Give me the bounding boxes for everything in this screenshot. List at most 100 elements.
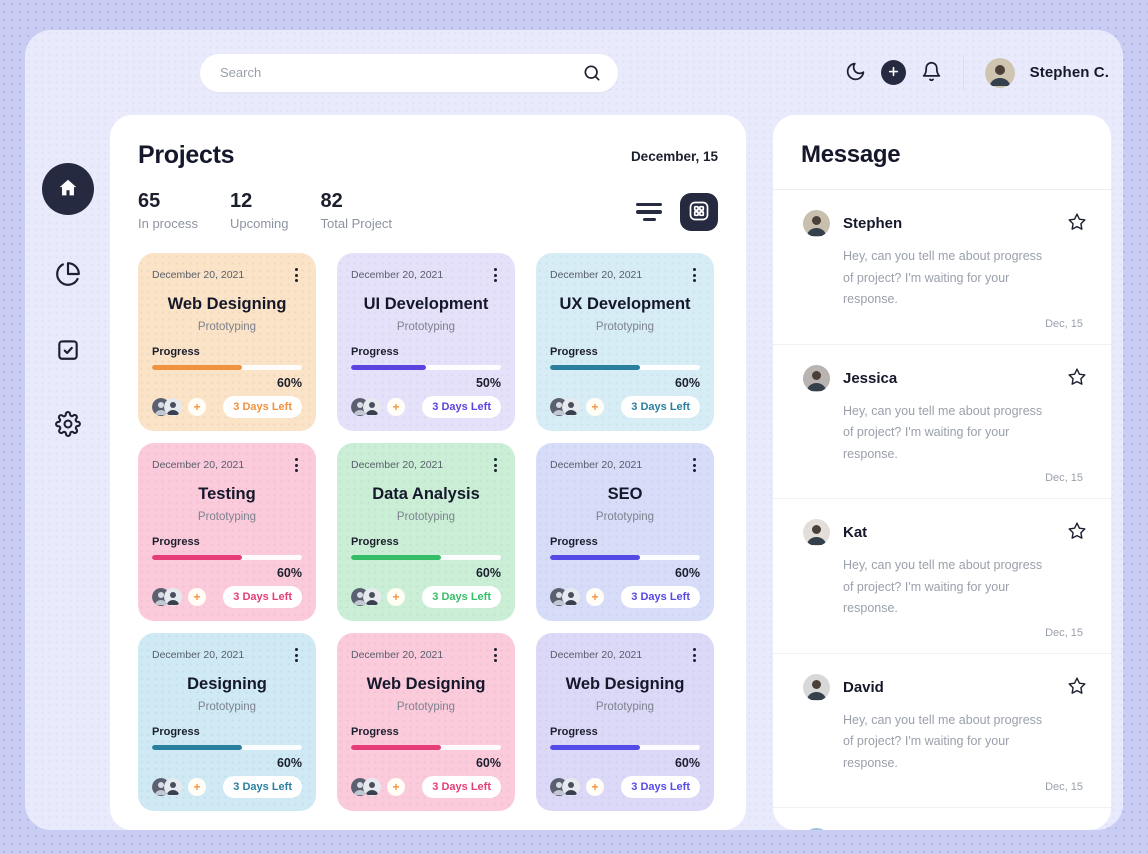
sidebar-item-analytics[interactable] [55, 261, 81, 290]
stat-label: In process [138, 216, 198, 231]
sender-avatar [803, 210, 830, 237]
add-member-button[interactable]: + [188, 398, 206, 416]
search-icon[interactable] [582, 63, 602, 83]
moon-icon [845, 61, 866, 85]
progress-percent: 60% [475, 756, 501, 770]
progress-bar [550, 745, 700, 750]
days-left-badge[interactable]: 3 Days Left [223, 396, 302, 418]
days-left-badge[interactable]: 3 Days Left [223, 586, 302, 608]
member-avatar [164, 588, 182, 606]
pie-chart-icon [55, 261, 81, 290]
member-avatar [562, 588, 580, 606]
card-title: UX Development [559, 295, 691, 313]
card-header: December 20, 2021 [550, 456, 700, 474]
member-avatar [164, 398, 182, 416]
days-left-badge[interactable]: 3 Days Left [621, 396, 700, 418]
user-name[interactable]: Stephen C. [1029, 64, 1109, 81]
add-member-button[interactable]: + [586, 588, 604, 606]
star-button[interactable] [1067, 367, 1087, 390]
projects-panel: Projects December, 15 65 In process 12 U… [110, 115, 746, 830]
kebab-menu-icon[interactable] [689, 266, 700, 284]
star-button[interactable] [1067, 676, 1087, 699]
project-card[interactable]: December 20, 2021 Web Designing Prototyp… [536, 633, 714, 811]
sidebar-item-settings[interactable] [54, 411, 81, 440]
topbar: Stephen C. [25, 30, 1123, 115]
days-left-badge[interactable]: 3 Days Left [422, 396, 501, 418]
dark-mode-button[interactable] [845, 61, 866, 85]
add-member-button[interactable]: + [586, 398, 604, 416]
member-avatar [363, 398, 381, 416]
kebab-menu-icon[interactable] [291, 266, 302, 284]
star-button[interactable] [1067, 521, 1087, 544]
card-footer: + 3 Days Left [550, 396, 700, 418]
member-avatars [152, 778, 182, 796]
search-input[interactable] [220, 65, 582, 80]
kebab-menu-icon[interactable] [490, 266, 501, 284]
card-subtitle: Prototyping [197, 511, 257, 523]
message-item[interactable]: Sid Hey, can you tell me about progress … [773, 808, 1111, 830]
message-item[interactable]: Kat Hey, can you tell me about progress … [773, 499, 1111, 654]
add-member-button[interactable]: + [387, 778, 405, 796]
member-avatars [351, 588, 381, 606]
add-member-button[interactable]: + [586, 778, 604, 796]
sidebar-item-home[interactable] [41, 163, 94, 215]
days-left-badge[interactable]: 3 Days Left [422, 586, 501, 608]
card-subtitle: Prototyping [595, 511, 655, 523]
search-bar[interactable] [200, 53, 618, 92]
add-button[interactable] [880, 60, 906, 85]
progress-fill [152, 745, 242, 750]
progress-percent: 60% [674, 756, 700, 770]
star-icon [1067, 676, 1087, 699]
kebab-menu-icon[interactable] [490, 646, 501, 664]
message-header: Message [773, 115, 1111, 190]
project-card[interactable]: December 20, 2021 Designing Prototyping … [138, 633, 316, 811]
days-left-badge[interactable]: 3 Days Left [223, 776, 302, 798]
sender-name: Jessica [843, 369, 898, 387]
project-card[interactable]: December 20, 2021 UI Development Prototy… [337, 253, 515, 431]
kebab-menu-icon[interactable] [291, 646, 302, 664]
plus-icon: + [591, 400, 599, 414]
kebab-menu-icon[interactable] [689, 456, 700, 474]
progress-bar [550, 365, 700, 370]
days-left-badge[interactable]: 3 Days Left [621, 586, 700, 608]
app-container: Stephen C. Projects Decemb [25, 30, 1123, 830]
kebab-menu-icon[interactable] [689, 646, 700, 664]
project-cards-grid: December 20, 2021 Web Designing Prototyp… [138, 253, 718, 811]
project-card[interactable]: December 20, 2021 Testing Prototyping Pr… [138, 443, 316, 621]
days-left-badge[interactable]: 3 Days Left [621, 776, 700, 798]
list-view-button[interactable] [636, 202, 662, 222]
kebab-menu-icon[interactable] [291, 456, 302, 474]
message-item[interactable]: Stephen Hey, can you tell me about progr… [773, 190, 1111, 345]
project-card[interactable]: December 20, 2021 Data Analysis Prototyp… [337, 443, 515, 621]
progress-fill [550, 555, 640, 560]
add-member-button[interactable]: + [188, 588, 206, 606]
card-header: December 20, 2021 [152, 266, 302, 284]
days-left-badge[interactable]: 3 Days Left [422, 776, 501, 798]
card-date: December 20, 2021 [550, 459, 643, 471]
progress-bar [351, 365, 501, 370]
message-row: Sid [803, 828, 1087, 830]
grid-view-button[interactable] [680, 193, 718, 231]
sidebar-item-tasks[interactable] [55, 336, 81, 365]
notifications-button[interactable] [921, 61, 942, 85]
add-member-button[interactable]: + [387, 398, 405, 416]
user-avatar[interactable] [984, 57, 1015, 88]
progress-fill [351, 745, 441, 750]
message-item[interactable]: David Hey, can you tell me about progres… [773, 654, 1111, 808]
add-member-button[interactable]: + [387, 588, 405, 606]
project-card[interactable]: December 20, 2021 UX Development Prototy… [536, 253, 714, 431]
card-subtitle: Prototyping [595, 701, 655, 713]
project-card[interactable]: December 20, 2021 Web Designing Prototyp… [138, 253, 316, 431]
kebab-menu-icon[interactable] [490, 456, 501, 474]
sidebar [25, 115, 110, 830]
stat-label: Upcoming [229, 216, 289, 231]
plus-icon: + [392, 590, 400, 604]
project-card[interactable]: December 20, 2021 Web Designing Prototyp… [337, 633, 515, 811]
message-row: Stephen [803, 210, 1087, 237]
member-avatars [351, 778, 381, 796]
star-button[interactable] [1067, 212, 1087, 235]
add-member-button[interactable]: + [188, 778, 206, 796]
project-card[interactable]: December 20, 2021 SEO Prototyping Progre… [536, 443, 714, 621]
message-item[interactable]: Jessica Hey, can you tell me about progr… [773, 345, 1111, 499]
card-header: December 20, 2021 [351, 456, 501, 474]
